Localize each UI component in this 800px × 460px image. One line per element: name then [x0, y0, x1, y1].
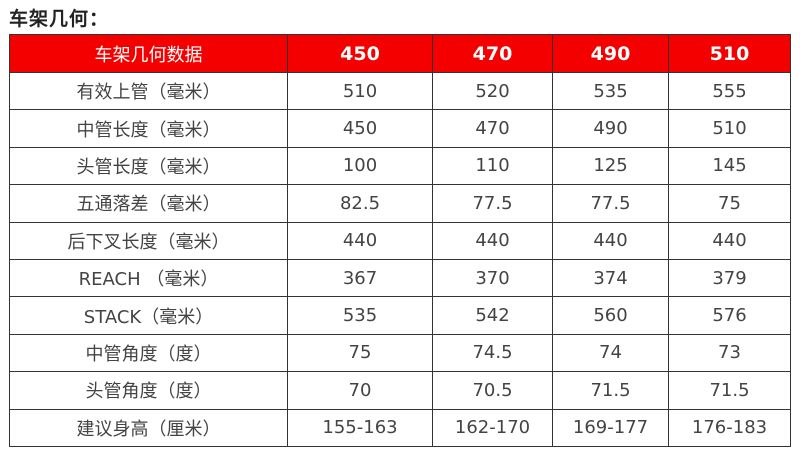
cell-value: 555 [668, 71, 791, 111]
cell-value: 125 [552, 146, 669, 186]
row-label: 后下叉长度（毫米） [9, 221, 288, 260]
cell-value: 510 [287, 71, 433, 111]
cell-value: 75 [287, 333, 433, 373]
cell-value: 73 [668, 333, 791, 373]
cell-value: 520 [432, 71, 553, 111]
table-row: 中管角度（度） 75 74.5 74 73 [9, 333, 791, 373]
table-row: STACK（毫米） 535 542 560 576 [9, 296, 791, 335]
cell-value: 440 [432, 221, 553, 260]
header-cell-size: 510 [668, 34, 791, 73]
cell-value: 100 [287, 146, 433, 186]
cell-value: 77.5 [552, 184, 669, 223]
header-cell-size: 470 [432, 34, 553, 73]
row-label: 头管长度（毫米） [9, 146, 288, 186]
cell-value: 169-177 [552, 408, 669, 447]
cell-value: 370 [432, 258, 553, 298]
header-cell-size: 450 [287, 34, 433, 73]
row-label: STACK（毫米） [9, 296, 288, 335]
cell-value: 379 [668, 258, 791, 298]
cell-value: 576 [668, 296, 791, 335]
cell-value: 560 [552, 296, 669, 335]
frame-geometry-table: 车架几何数据 450 470 490 510 有效上管（毫米） 510 520 535… [9, 34, 791, 447]
row-label: 中管长度（毫米） [9, 109, 288, 148]
cell-value: 450 [287, 109, 433, 148]
cell-value: 70 [287, 371, 433, 410]
cell-value: 440 [668, 221, 791, 260]
cell-value: 155-163 [287, 408, 433, 447]
cell-value: 162-170 [432, 408, 553, 447]
cell-value: 490 [552, 109, 669, 148]
cell-value: 367 [287, 258, 433, 298]
cell-value: 440 [552, 221, 669, 260]
cell-value: 74.5 [432, 333, 553, 373]
cell-value: 71.5 [668, 371, 791, 410]
row-label: 有效上管（毫米） [9, 71, 288, 111]
header-cell-size: 490 [552, 34, 669, 73]
cell-value: 535 [287, 296, 433, 335]
cell-value: 70.5 [432, 371, 553, 410]
cell-value: 542 [432, 296, 553, 335]
row-label: REACH （毫米） [9, 258, 288, 298]
table-row: 头管长度（毫米） 100 110 125 145 [9, 146, 791, 186]
cell-value: 374 [552, 258, 669, 298]
cell-value: 510 [668, 109, 791, 148]
table-row: 五通落差（毫米） 82.5 77.5 77.5 75 [9, 184, 791, 223]
cell-value: 77.5 [432, 184, 553, 223]
cell-value: 82.5 [287, 184, 433, 223]
cell-value: 110 [432, 146, 553, 186]
cell-value: 176-183 [668, 408, 791, 447]
cell-value: 74 [552, 333, 669, 373]
table-row: REACH （毫米） 367 370 374 379 [9, 258, 791, 298]
row-label: 中管角度（度） [9, 333, 288, 373]
row-label: 建议身高（厘米） [9, 408, 288, 447]
cell-value: 535 [552, 71, 669, 111]
table-row: 头管角度（度） 70 70.5 71.5 71.5 [9, 371, 791, 410]
cell-value: 145 [668, 146, 791, 186]
cell-value: 440 [287, 221, 433, 260]
cell-value: 75 [668, 184, 791, 223]
table-header-row: 车架几何数据 450 470 490 510 [9, 34, 791, 73]
cell-value: 71.5 [552, 371, 669, 410]
table-row: 中管长度（毫米） 450 470 490 510 [9, 109, 791, 148]
header-cell: 车架几何数据 [9, 34, 288, 73]
table-row: 后下叉长度（毫米） 440 440 440 440 [9, 221, 791, 260]
table-row: 有效上管（毫米） 510 520 535 555 [9, 71, 791, 111]
row-label: 头管角度（度） [9, 371, 288, 410]
section-title: 车架几何： [9, 8, 110, 30]
row-label: 五通落差（毫米） [9, 184, 288, 223]
table-row: 建议身高（厘米） 155-163 162-170 169-177 176-183 [9, 408, 791, 447]
cell-value: 470 [432, 109, 553, 148]
